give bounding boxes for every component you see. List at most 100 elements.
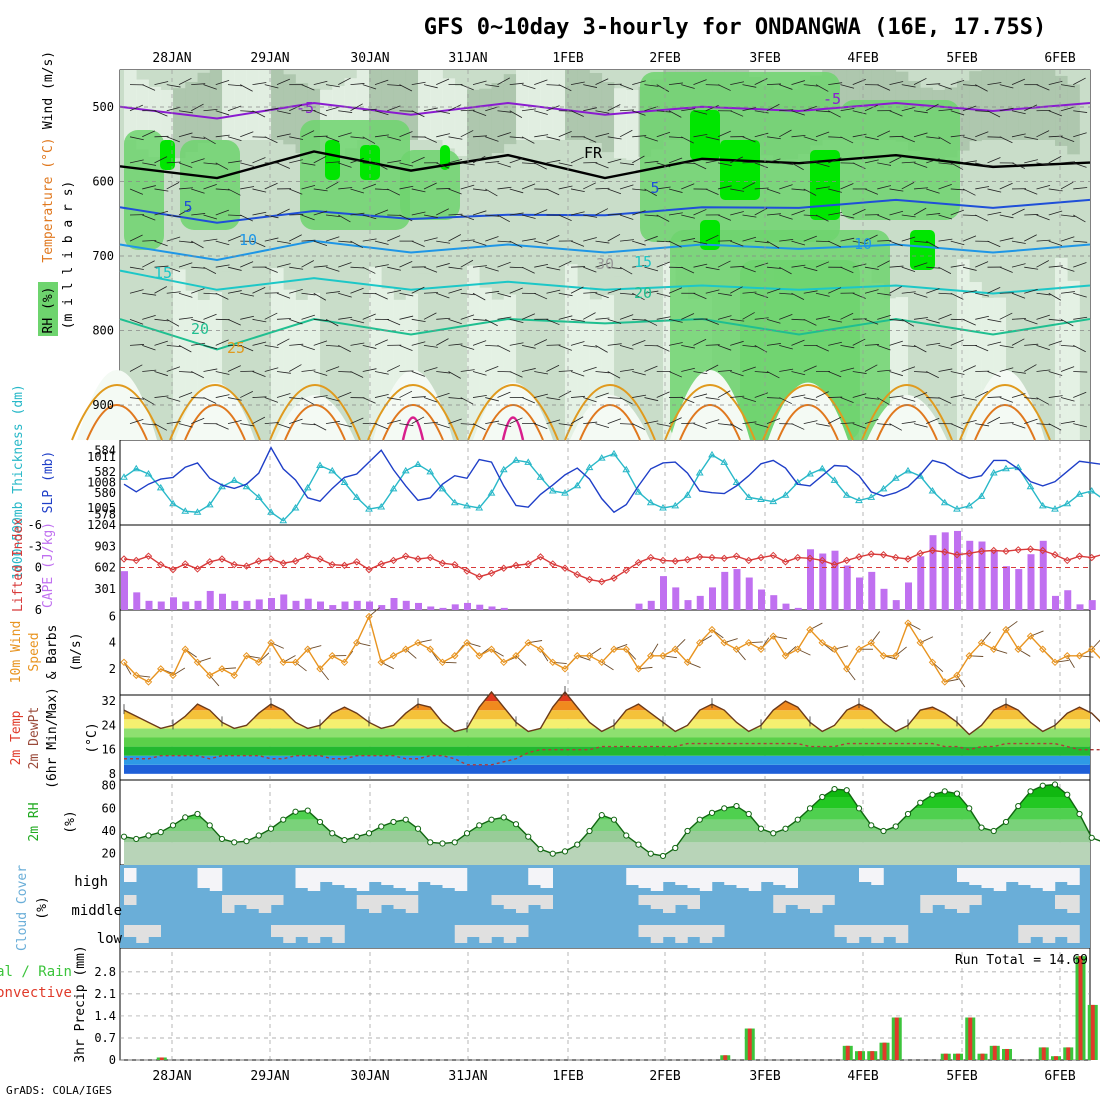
thickness-series-point <box>953 505 961 512</box>
wind-barb <box>766 418 781 424</box>
wind-barb <box>779 345 793 350</box>
wind-barb <box>607 104 621 112</box>
rh-axis-label: RH (%) <box>41 287 56 334</box>
rh2m-tick-label: 20 <box>102 847 116 861</box>
wind-barb <box>705 344 720 346</box>
lifted-index-series-point <box>745 556 753 565</box>
lifted-index-tick-label: 0 <box>35 561 42 575</box>
thickness-series-point <box>144 470 153 477</box>
cloud-middle-gap <box>516 895 529 913</box>
wind-barb <box>338 132 352 138</box>
wind10-series-point <box>1039 645 1047 653</box>
wind-barb <box>350 417 364 424</box>
wind-barb <box>374 264 389 268</box>
wind-barb <box>1048 265 1063 268</box>
wind-barb <box>264 312 278 320</box>
wind-barb <box>289 397 304 400</box>
lifted-index-series-point <box>806 554 814 562</box>
wind-barb <box>191 240 204 249</box>
rh-cell <box>1006 70 1019 140</box>
precip-bar-convective <box>1041 1047 1046 1060</box>
contour-label: -5 <box>296 99 314 117</box>
temp2m-tick-label: 24 <box>102 718 116 732</box>
rh2m-series-point <box>941 788 948 795</box>
wind-barb <box>1024 214 1039 216</box>
precip-tick-label: 1.4 <box>94 1009 116 1023</box>
wind-barb <box>374 371 389 375</box>
precip-bar-convective <box>723 1055 728 1060</box>
thickness-series-point <box>597 454 606 461</box>
lifted-index-series-point <box>132 556 140 565</box>
wind-barb <box>338 371 353 373</box>
cape-bar <box>1003 566 1010 610</box>
wind-barb <box>754 262 769 268</box>
rh-cell <box>1018 70 1031 140</box>
rh-cell <box>209 70 223 140</box>
wind-barb <box>975 110 990 112</box>
wind-barb <box>938 108 953 112</box>
wind-barb <box>313 156 327 164</box>
wind-barb <box>313 80 328 86</box>
wind-barb <box>362 162 377 165</box>
rh2m-series-point <box>1039 782 1046 789</box>
wind-barb <box>1048 318 1063 322</box>
wind-barb <box>289 364 302 372</box>
date-label-bottom: 3FEB <box>749 1069 780 1084</box>
rh-cell <box>222 70 235 140</box>
precip-bar-convective <box>1005 1048 1009 1060</box>
rh-moist-region <box>740 260 860 440</box>
wind-barb <box>1073 345 1086 353</box>
rh2m-series-point <box>892 823 899 830</box>
wind-barb <box>766 266 781 269</box>
wind-barb <box>791 264 806 268</box>
wind-barb <box>1048 240 1063 247</box>
date-label-bottom: 1FEB <box>552 1069 583 1084</box>
rh-cell <box>467 265 480 440</box>
temp-band <box>124 764 1090 774</box>
wind-barb <box>779 129 792 138</box>
wind-barb <box>154 423 167 431</box>
cape-bar <box>929 535 937 610</box>
rh2m-series-point <box>316 818 324 826</box>
wind-barb <box>1011 318 1026 320</box>
wind-barb <box>276 208 290 216</box>
wind-barb <box>913 110 928 114</box>
wind-barb <box>436 162 450 169</box>
wind-barb <box>252 396 267 398</box>
wind-barb <box>350 212 365 216</box>
thickness-series-point <box>1075 490 1084 497</box>
wind-barb <box>436 110 451 114</box>
wind-barb <box>766 158 781 164</box>
wind-barb <box>828 318 843 323</box>
thickness-series-point <box>169 499 177 507</box>
wind-barb <box>999 107 1014 112</box>
wind-barb <box>1011 240 1026 244</box>
wind-barb <box>644 106 658 112</box>
rh-cell <box>454 86 468 157</box>
wind-barb <box>1036 130 1050 138</box>
wind-barb <box>852 263 867 268</box>
wind-barb <box>852 393 867 398</box>
wind-barb <box>325 366 340 372</box>
wind-barb <box>840 367 855 372</box>
rh2m-series-point <box>586 827 593 835</box>
cloud-high-gap <box>663 868 676 882</box>
thickness-series-point <box>156 483 165 491</box>
wind-barb <box>766 83 782 86</box>
wind-barb <box>926 240 939 249</box>
wind-barb <box>1036 369 1051 372</box>
wind-barb <box>730 318 745 322</box>
wind-barb <box>938 84 952 90</box>
wind10-series-point <box>598 658 606 667</box>
cape-bar <box>439 607 447 610</box>
lifted-index-series-point <box>389 556 398 565</box>
isotherm-20 <box>119 318 1091 351</box>
wind-barb <box>950 292 964 300</box>
cloud-high-gap <box>1006 868 1019 882</box>
wind-barb <box>815 214 829 222</box>
wind-barb <box>166 397 181 402</box>
wind-barb <box>423 312 437 320</box>
rh2m-series-point <box>255 832 262 839</box>
wind-barb <box>889 240 903 247</box>
wind-barb <box>178 162 193 168</box>
